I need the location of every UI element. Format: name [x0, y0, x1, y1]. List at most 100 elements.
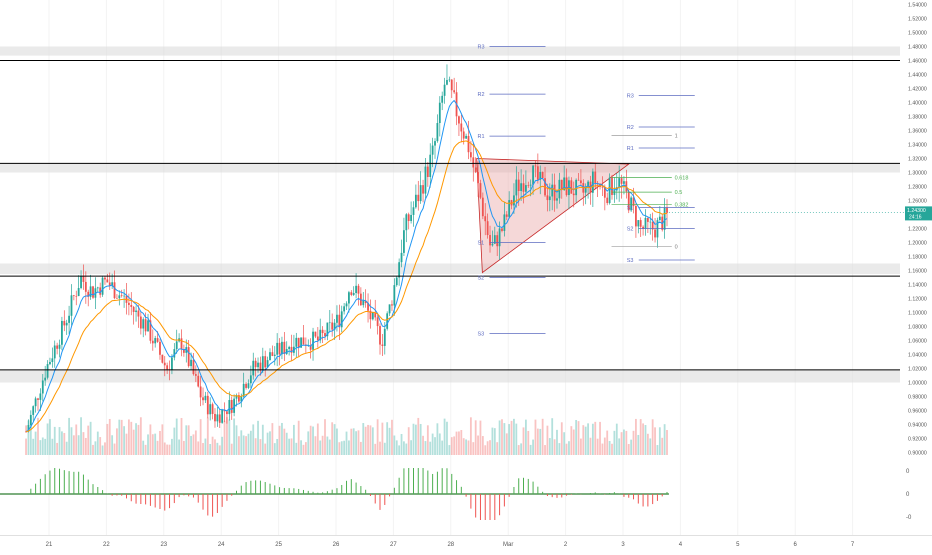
- candle[interactable]: [92, 286, 94, 299]
- volume-bar: [398, 445, 400, 455]
- pivot-label: R3: [478, 45, 485, 51]
- volume-bar: [228, 419, 230, 455]
- y-tick-label: 1.22000: [908, 227, 927, 233]
- volume-bar: [341, 441, 343, 455]
- x-tick-label: 24: [218, 542, 225, 548]
- candle-body: [205, 396, 207, 400]
- volume-bar: [99, 437, 101, 455]
- candle-body: [106, 279, 108, 282]
- candle[interactable]: [161, 354, 163, 363]
- volume-bar: [126, 434, 128, 455]
- volume-bar: [518, 445, 520, 455]
- y-tick-label: 1.38000: [908, 115, 927, 121]
- candle-body: [78, 288, 80, 296]
- candle-body: [434, 141, 436, 145]
- volume-bar: [642, 423, 644, 455]
- volume-bar: [322, 436, 324, 455]
- volume-bar: [200, 419, 202, 455]
- candle-body: [475, 167, 477, 172]
- candle-body: [496, 235, 498, 246]
- volume-bar: [437, 423, 439, 455]
- candle-body: [439, 103, 441, 123]
- volume-bar: [381, 423, 383, 455]
- candle-body: [432, 146, 434, 155]
- volume-bar: [566, 444, 568, 455]
- volume-bar: [652, 419, 654, 455]
- candle-body: [66, 323, 68, 326]
- candle-body: [288, 347, 290, 349]
- volume-bar: [276, 439, 278, 455]
- y-tick-label: 1.34000: [908, 143, 927, 149]
- y-tick-label: 1.16000: [908, 269, 927, 275]
- pivot-label: S3: [627, 258, 634, 264]
- volume-bar: [415, 425, 417, 455]
- candle-body: [54, 346, 56, 359]
- candle-body: [350, 292, 352, 295]
- volume-bar: [499, 420, 501, 455]
- candle-body: [645, 218, 647, 229]
- volume-bar: [570, 426, 572, 455]
- volume-bar: [587, 423, 589, 455]
- candle-body: [200, 386, 202, 397]
- volume-bar: [429, 442, 431, 455]
- y-tick-label: 1.00000: [908, 381, 927, 387]
- candle-body: [315, 332, 317, 337]
- candle-body: [193, 360, 195, 374]
- candle[interactable]: [542, 171, 544, 178]
- candle-body: [448, 80, 450, 81]
- volume-bar: [496, 442, 498, 455]
- candle-body: [161, 355, 163, 363]
- volume-bar: [604, 438, 606, 455]
- candle-body: [255, 361, 257, 367]
- candle-body: [35, 398, 37, 406]
- volume-bar: [142, 441, 144, 455]
- volume-bar: [42, 437, 44, 455]
- volume-bar: [456, 432, 458, 455]
- volume-bar: [410, 440, 412, 455]
- volume-bar: [281, 423, 283, 455]
- y-tick-label: 1.08000: [908, 325, 927, 331]
- y-tick-label: 0.90000: [908, 451, 927, 457]
- candle[interactable]: [386, 311, 388, 330]
- volume-bar: [420, 424, 422, 455]
- volume-bar: [647, 434, 649, 455]
- support-resistance-zone: [0, 47, 900, 56]
- volume-bar: [625, 431, 627, 455]
- volume-bar: [243, 435, 245, 455]
- volume-bar: [123, 426, 125, 455]
- volume-bar: [336, 429, 338, 455]
- candle-body: [176, 341, 178, 349]
- volume-bar: [602, 444, 604, 455]
- volume-bar: [90, 422, 92, 455]
- volume-bar: [104, 442, 106, 455]
- volume-bar: [379, 442, 381, 455]
- candle-body: [49, 362, 51, 364]
- volume-bar: [71, 427, 73, 455]
- volume-bar: [360, 442, 362, 455]
- volume-bar: [130, 422, 132, 455]
- volume-bar: [405, 444, 407, 455]
- candle-body: [92, 286, 94, 297]
- volume-bar: [216, 443, 218, 455]
- y-tick-label: 1.40000: [908, 101, 927, 107]
- volume-bar: [582, 425, 584, 455]
- volume-bar: [307, 431, 309, 455]
- y-tick-label: 1.14000: [908, 283, 927, 289]
- y-tick-label: 1.50000: [908, 31, 927, 37]
- candle-body: [118, 295, 120, 298]
- pivot-label: S2: [627, 227, 634, 233]
- volume-bar: [303, 445, 305, 455]
- volume-bar: [386, 422, 388, 455]
- volume-bar: [558, 443, 560, 455]
- candle[interactable]: [221, 409, 223, 424]
- volume-bar: [470, 417, 472, 455]
- volume-bar: [511, 421, 513, 455]
- candle-body: [618, 178, 620, 187]
- volume-bar: [236, 425, 238, 455]
- candle[interactable]: [102, 276, 104, 297]
- candle-body: [453, 90, 455, 92]
- candle-body: [413, 207, 415, 215]
